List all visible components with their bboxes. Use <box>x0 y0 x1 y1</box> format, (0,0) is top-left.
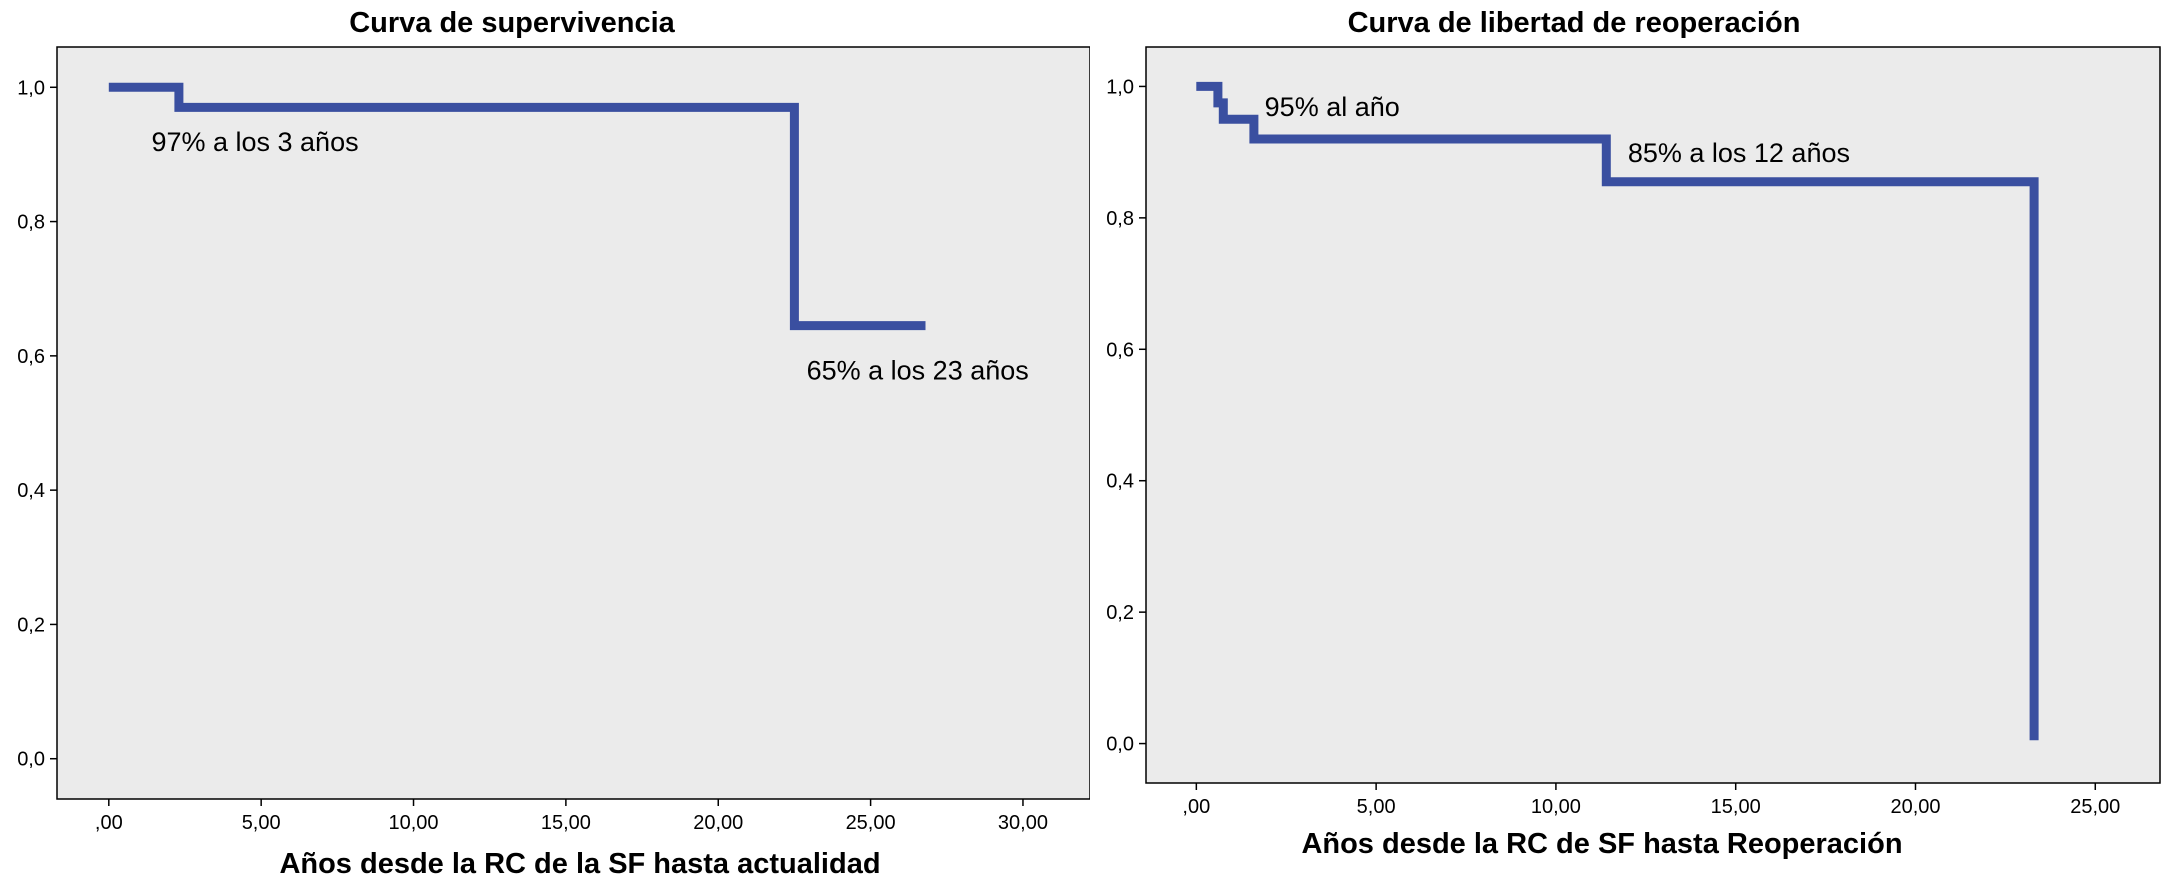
y-tick-label: 0,6 <box>17 346 45 368</box>
data-annotation: 85% a los 12 años <box>1628 138 1850 168</box>
x-tick-label: 20,00 <box>693 812 743 834</box>
data-annotation: 97% a los 3 años <box>151 127 358 157</box>
y-tick-label: 0,8 <box>1106 208 1134 230</box>
x-tick-label: 30,00 <box>998 812 1048 834</box>
y-tick-label: 0,0 <box>17 749 45 771</box>
y-tick-label: 1,0 <box>1106 76 1134 98</box>
reoperation-free-chart-svg: Curva de libertad de reoperación Años de… <box>1106 7 2161 860</box>
plot-area <box>1145 46 2161 784</box>
series-line <box>1196 81 2039 741</box>
y-tick-label: 0,2 <box>1106 602 1134 624</box>
x-axis-label: Años desde la RC de SF hasta Reoperación <box>1301 828 1902 860</box>
x-tick-label: 5,00 <box>242 812 281 834</box>
chart-title: Curva de supervivencia <box>349 7 675 39</box>
x-tick-label: 10,00 <box>1531 796 1581 818</box>
survival-chart: Curva de supervivencia Años desde la RC … <box>17 7 1090 880</box>
y-tick-label: 0,8 <box>17 212 45 234</box>
data-annotation: 95% al año <box>1265 92 1400 122</box>
x-tick-label: 20,00 <box>1890 796 1940 818</box>
data-annotation: 65% a los 23 años <box>807 355 1029 385</box>
y-tick-label: 0,4 <box>17 480 45 502</box>
x-tick-label: 25,00 <box>846 812 896 834</box>
plot-area <box>56 46 1090 800</box>
series-line <box>108 82 926 331</box>
x-tick-label: 5,00 <box>1357 796 1396 818</box>
x-tick-label: ,00 <box>1182 796 1210 818</box>
y-tick-label: 1,0 <box>17 77 45 99</box>
x-tick-label: 25,00 <box>2070 796 2120 818</box>
x-tick-label: ,00 <box>95 812 123 834</box>
y-tick-label: 0,4 <box>1106 471 1134 493</box>
x-tick-label: 15,00 <box>541 812 591 834</box>
x-tick-label: 10,00 <box>388 812 438 834</box>
y-tick-label: 0,0 <box>1106 734 1134 756</box>
survival-chart-svg: Curva de supervivencia Años desde la RC … <box>17 7 1090 880</box>
chart-title: Curva de libertad de reoperación <box>1348 7 1801 39</box>
y-tick-label: 0,2 <box>17 614 45 636</box>
y-tick-label: 0,6 <box>1106 339 1134 361</box>
x-tick-label: 15,00 <box>1711 796 1761 818</box>
reoperation-free-chart: Curva de libertad de reoperación Años de… <box>1100 0 2175 884</box>
x-axis-label: Años desde la RC de la SF hasta actualid… <box>279 848 880 880</box>
